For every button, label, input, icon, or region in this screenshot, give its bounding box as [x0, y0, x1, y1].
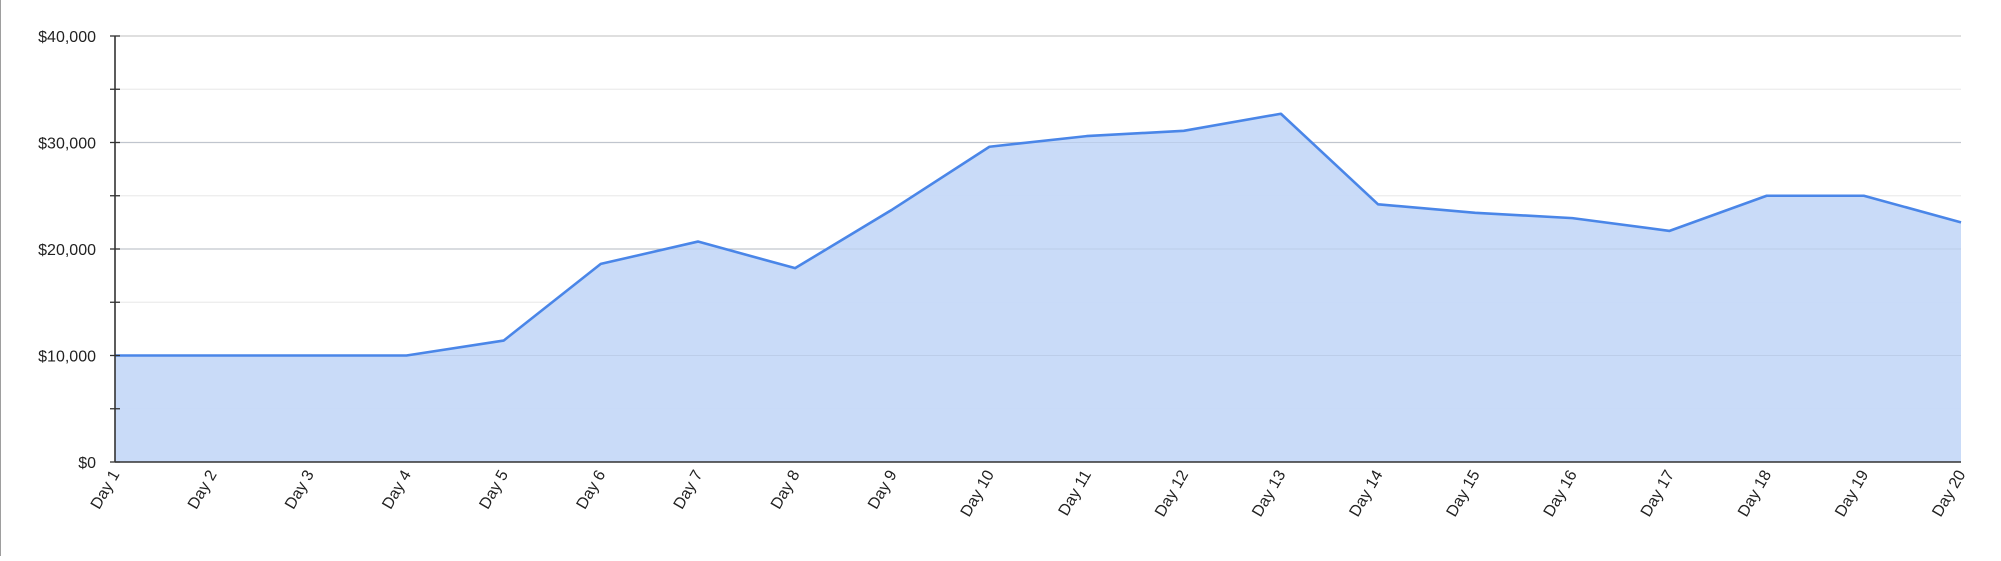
series-area-layer [115, 114, 1961, 462]
x-tick-label: Day 14 [1346, 467, 1386, 519]
x-tick-label: Day 10 [958, 467, 998, 519]
x-tick-label: Day 2 [185, 467, 221, 512]
x-tick-label: Day 11 [1056, 467, 1096, 518]
x-axis-tick-labels: Day 1 Day 2 Day 3 Day 4 Day 5 Day 6 Day 7 Day 8… [88, 467, 1970, 519]
y-axis-tick-labels: $0 $10,000 $20,000 $30,000 $40,000 [38, 29, 96, 472]
x-tick-label: Day 13 [1249, 467, 1289, 519]
series-area [115, 114, 1961, 462]
y-tick-label: $20,000 [38, 242, 96, 259]
x-tick-label: Day 9 [865, 467, 901, 512]
x-tick-label: Day 20 [1929, 467, 1969, 519]
x-tick-label: Day 19 [1832, 467, 1872, 519]
x-tick-label: Day 16 [1541, 467, 1581, 519]
y-tick-label: $30,000 [38, 136, 96, 153]
y-tick-label: $0 [78, 455, 96, 472]
x-tick-label: Day 15 [1444, 467, 1484, 519]
x-tick-label: Day 1 [88, 467, 124, 512]
x-tick-label: Day 5 [476, 467, 512, 512]
x-tick-label: Day 3 [282, 467, 318, 512]
y-tick-label: $40,000 [38, 29, 96, 46]
x-tick-label: Day 12 [1152, 467, 1192, 519]
y-tick-label: $10,000 [38, 349, 96, 366]
x-tick-label: Day 17 [1638, 467, 1678, 519]
x-tick-label: Day 18 [1735, 467, 1775, 519]
x-tick-label: Day 7 [671, 467, 707, 512]
x-tick-label: Day 4 [379, 467, 415, 512]
x-tick-label: Day 8 [768, 467, 804, 512]
x-tick-label: Day 6 [574, 467, 610, 512]
